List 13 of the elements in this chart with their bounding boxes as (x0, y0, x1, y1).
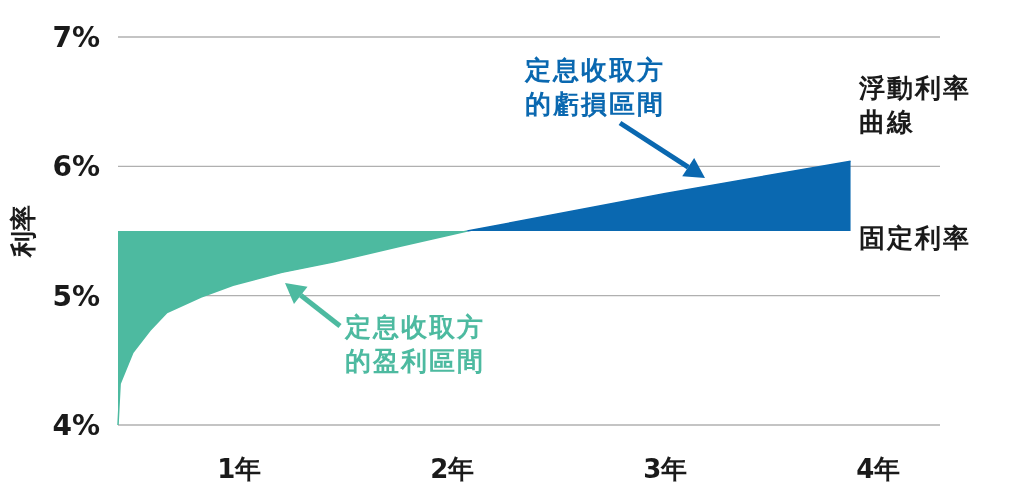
x-tick-label: 3年 (643, 454, 688, 484)
x-tick-label: 4年 (856, 454, 901, 484)
x-tick-label: 1年 (217, 454, 262, 484)
y-tick-label: 7% (52, 21, 100, 54)
annotation: 浮動利率曲線 (858, 72, 972, 140)
annotation: 定息收取方的盈利區間 (345, 311, 486, 378)
x-tick-label: 2年 (430, 454, 475, 484)
y-tick-label: 6% (52, 150, 100, 184)
y-axis-title: 利率 (8, 205, 38, 258)
y-tick-label: 5% (52, 279, 100, 313)
annotation: 定息收取方的虧損區間 (525, 54, 666, 121)
y-tick-label: 4% (52, 409, 100, 442)
annotation: 固定利率 (858, 222, 972, 255)
